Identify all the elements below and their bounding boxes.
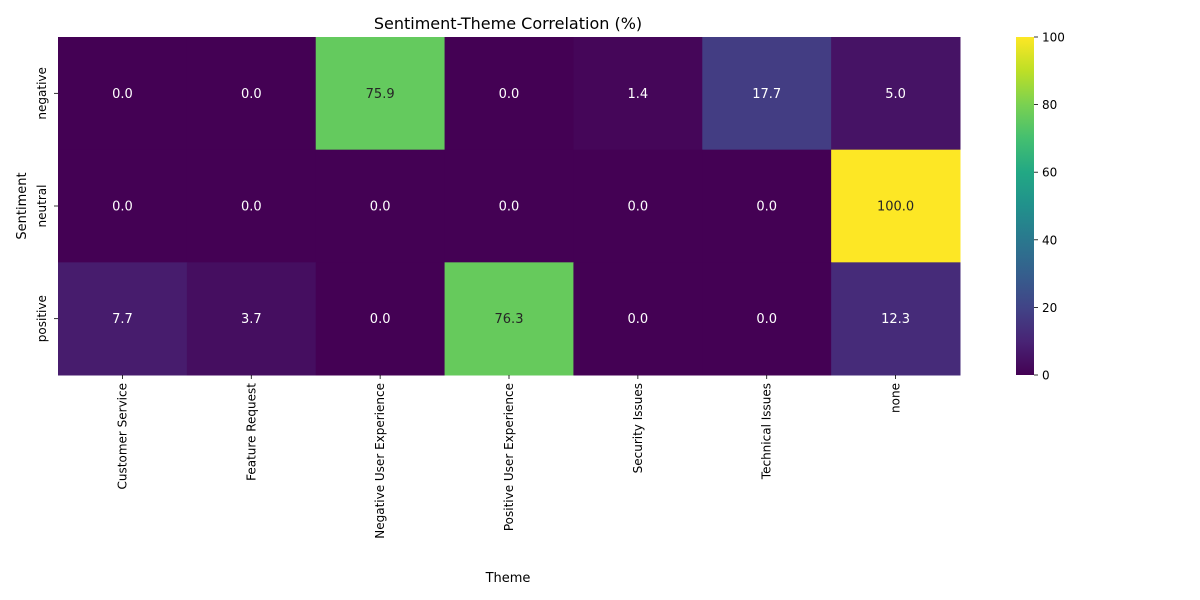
heatmap-cell [831, 149, 961, 263]
x-tick-label: Customer Service [115, 383, 129, 489]
x-tick-label: Negative User Experience [373, 383, 387, 539]
cell-annotation: 7.7 [112, 312, 133, 327]
x-axis-label: Theme [485, 571, 531, 586]
cell-annotation: 0.0 [499, 87, 520, 102]
cell-annotation: 0.0 [499, 200, 520, 215]
cell-annotation: 17.7 [752, 87, 781, 102]
y-axis-label: Sentiment [15, 172, 30, 239]
cell-annotation: 0.0 [628, 312, 649, 327]
cell-annotation: 0.0 [112, 87, 133, 102]
heatmap-cell [58, 37, 188, 151]
cell-annotation: 0.0 [756, 312, 777, 327]
heatmap-cell [831, 262, 961, 376]
heatmap-cell [573, 37, 703, 151]
heatmap-cell [444, 37, 574, 151]
cell-annotation: 0.0 [241, 87, 262, 102]
cell-annotation: 1.4 [628, 87, 649, 102]
colorbar-ticks: 0 20 40 60 80 100 [1034, 31, 1065, 383]
heatmap-cell [58, 262, 188, 376]
y-axis-ticks: negative neutral positive [35, 67, 58, 342]
x-axis-ticks: Customer Service Feature Request Negative … [115, 375, 903, 539]
cell-annotation: 0.0 [370, 312, 391, 327]
heatmap-cell [315, 37, 446, 151]
heatmap-cell [444, 149, 574, 263]
heatmap-cell [573, 262, 703, 376]
cell-annotation: 0.0 [756, 200, 777, 215]
heatmap-cell [186, 149, 317, 263]
cell-annotation: 5.0 [885, 87, 906, 102]
colorbar-tick-label: 100 [1042, 31, 1065, 45]
cell-annotation: 0.0 [628, 200, 649, 215]
cell-annotation: 0.0 [112, 200, 133, 215]
x-tick-label: Security Issues [631, 383, 645, 473]
cell-annotation: 12.3 [881, 312, 910, 327]
colorbar-tick-label: 40 [1042, 233, 1057, 247]
colorbar-tick-label: 60 [1042, 166, 1057, 180]
heatmap-cell [702, 37, 832, 151]
heatmap-cell [573, 149, 703, 263]
heatmap-cell [315, 149, 446, 263]
cell-annotations: 0.0 0.0 75.9 0.0 1.4 17.7 5.0 0.0 0.0 0.0 0.0 0.0 0.… [112, 87, 914, 327]
colorbar-tick-label: 0 [1042, 369, 1050, 383]
colorbar [1016, 37, 1034, 375]
y-tick-label: negative [35, 67, 49, 119]
x-tick-label: Feature Request [244, 383, 258, 481]
heatmap-cell [186, 37, 317, 151]
heatmap-cell [831, 37, 961, 151]
x-tick-label: Technical Issues [760, 383, 774, 480]
heatmap-cell [186, 262, 317, 376]
heatmap-cell [702, 149, 832, 263]
heatmap-cell [702, 262, 832, 376]
chart-title: Sentiment-Theme Correlation (%) [374, 14, 642, 33]
heatmap-cell [315, 262, 446, 376]
heatmap-cells [58, 37, 961, 376]
y-tick-label: positive [35, 295, 49, 342]
colorbar-tick-label: 80 [1042, 98, 1057, 112]
x-tick-label: none [889, 383, 903, 413]
heatmap-cell [444, 262, 574, 376]
cell-annotation: 76.3 [495, 312, 524, 327]
cell-annotation: 0.0 [370, 200, 391, 215]
cell-annotation: 3.7 [241, 312, 262, 327]
cell-annotation: 100.0 [877, 200, 914, 215]
heatmap-cell [58, 149, 188, 263]
colorbar-tick-label: 20 [1042, 301, 1057, 315]
y-tick-label: neutral [35, 185, 49, 228]
cell-annotation: 0.0 [241, 200, 262, 215]
x-tick-label: Positive User Experience [502, 383, 516, 531]
cell-annotation: 75.9 [366, 87, 395, 102]
